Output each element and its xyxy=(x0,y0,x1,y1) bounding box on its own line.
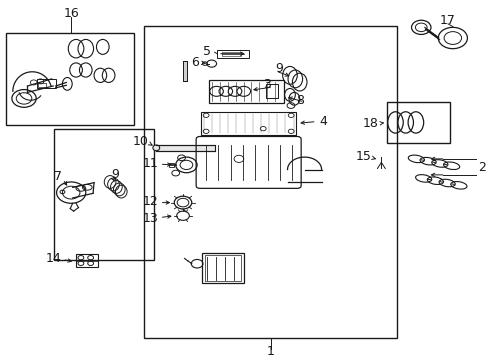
Text: 17: 17 xyxy=(439,14,455,27)
Text: 16: 16 xyxy=(63,6,79,20)
Bar xyxy=(386,102,449,143)
Bar xyxy=(217,50,248,58)
Bar xyxy=(265,84,278,98)
Text: 11: 11 xyxy=(142,157,159,170)
Bar xyxy=(168,163,173,167)
Text: 6: 6 xyxy=(191,57,199,69)
Text: 9: 9 xyxy=(111,168,119,181)
Text: 18: 18 xyxy=(362,117,378,130)
Text: 13: 13 xyxy=(142,212,159,225)
Text: 8: 8 xyxy=(296,94,304,107)
Text: 10: 10 xyxy=(132,135,148,148)
Text: 15: 15 xyxy=(355,150,371,163)
Text: 9: 9 xyxy=(275,62,283,76)
Bar xyxy=(202,253,244,283)
Text: 3: 3 xyxy=(262,78,270,91)
Text: 7: 7 xyxy=(54,171,62,184)
Text: 12: 12 xyxy=(142,195,159,208)
Text: 5: 5 xyxy=(203,45,210,58)
Bar xyxy=(222,52,241,57)
Ellipse shape xyxy=(153,145,160,151)
Bar xyxy=(183,61,186,81)
Text: 4: 4 xyxy=(319,115,326,128)
Text: 14: 14 xyxy=(45,252,61,265)
Bar xyxy=(204,255,241,282)
Bar xyxy=(76,254,98,267)
Bar xyxy=(201,112,295,135)
Bar xyxy=(5,33,134,125)
Text: 2: 2 xyxy=(478,161,486,174)
Text: 1: 1 xyxy=(266,345,274,358)
Bar xyxy=(156,145,214,151)
Bar xyxy=(144,26,396,338)
Bar xyxy=(54,129,154,260)
Bar xyxy=(208,80,284,103)
Bar xyxy=(38,83,46,87)
Bar xyxy=(37,79,56,88)
